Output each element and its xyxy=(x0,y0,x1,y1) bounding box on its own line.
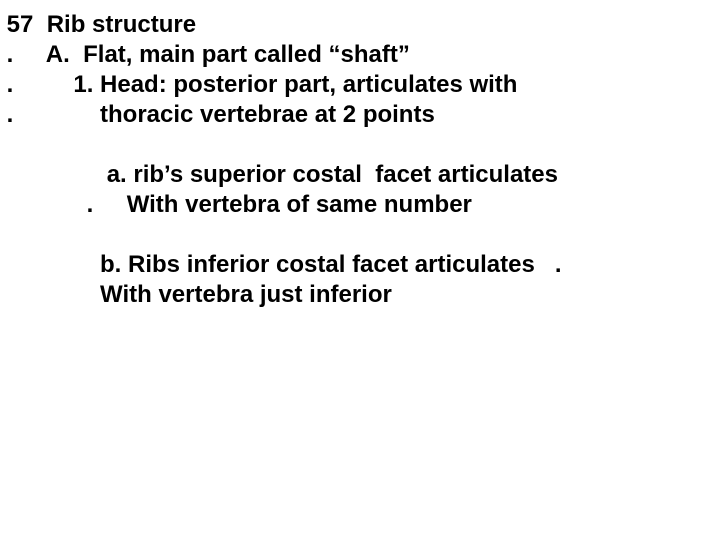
line-10: With vertebra just inferior xyxy=(0,280,720,310)
line-1: 57 Rib structure xyxy=(0,10,720,40)
line-7: . With vertebra of same number xyxy=(0,190,720,220)
line-6: a. rib’s superior costal facet articulat… xyxy=(0,160,720,190)
line-2: . A. Flat, main part called “shaft” xyxy=(0,40,720,70)
line-3: . 1. Head: posterior part, articulates w… xyxy=(0,70,720,100)
line-4: . thoracic vertebrae at 2 points xyxy=(0,100,720,130)
line-5 xyxy=(0,130,720,160)
line-8 xyxy=(0,220,720,250)
line-9: b. Ribs inferior costal facet articulate… xyxy=(0,250,720,280)
slide: 57 Rib structure . A. Flat, main part ca… xyxy=(0,0,720,540)
